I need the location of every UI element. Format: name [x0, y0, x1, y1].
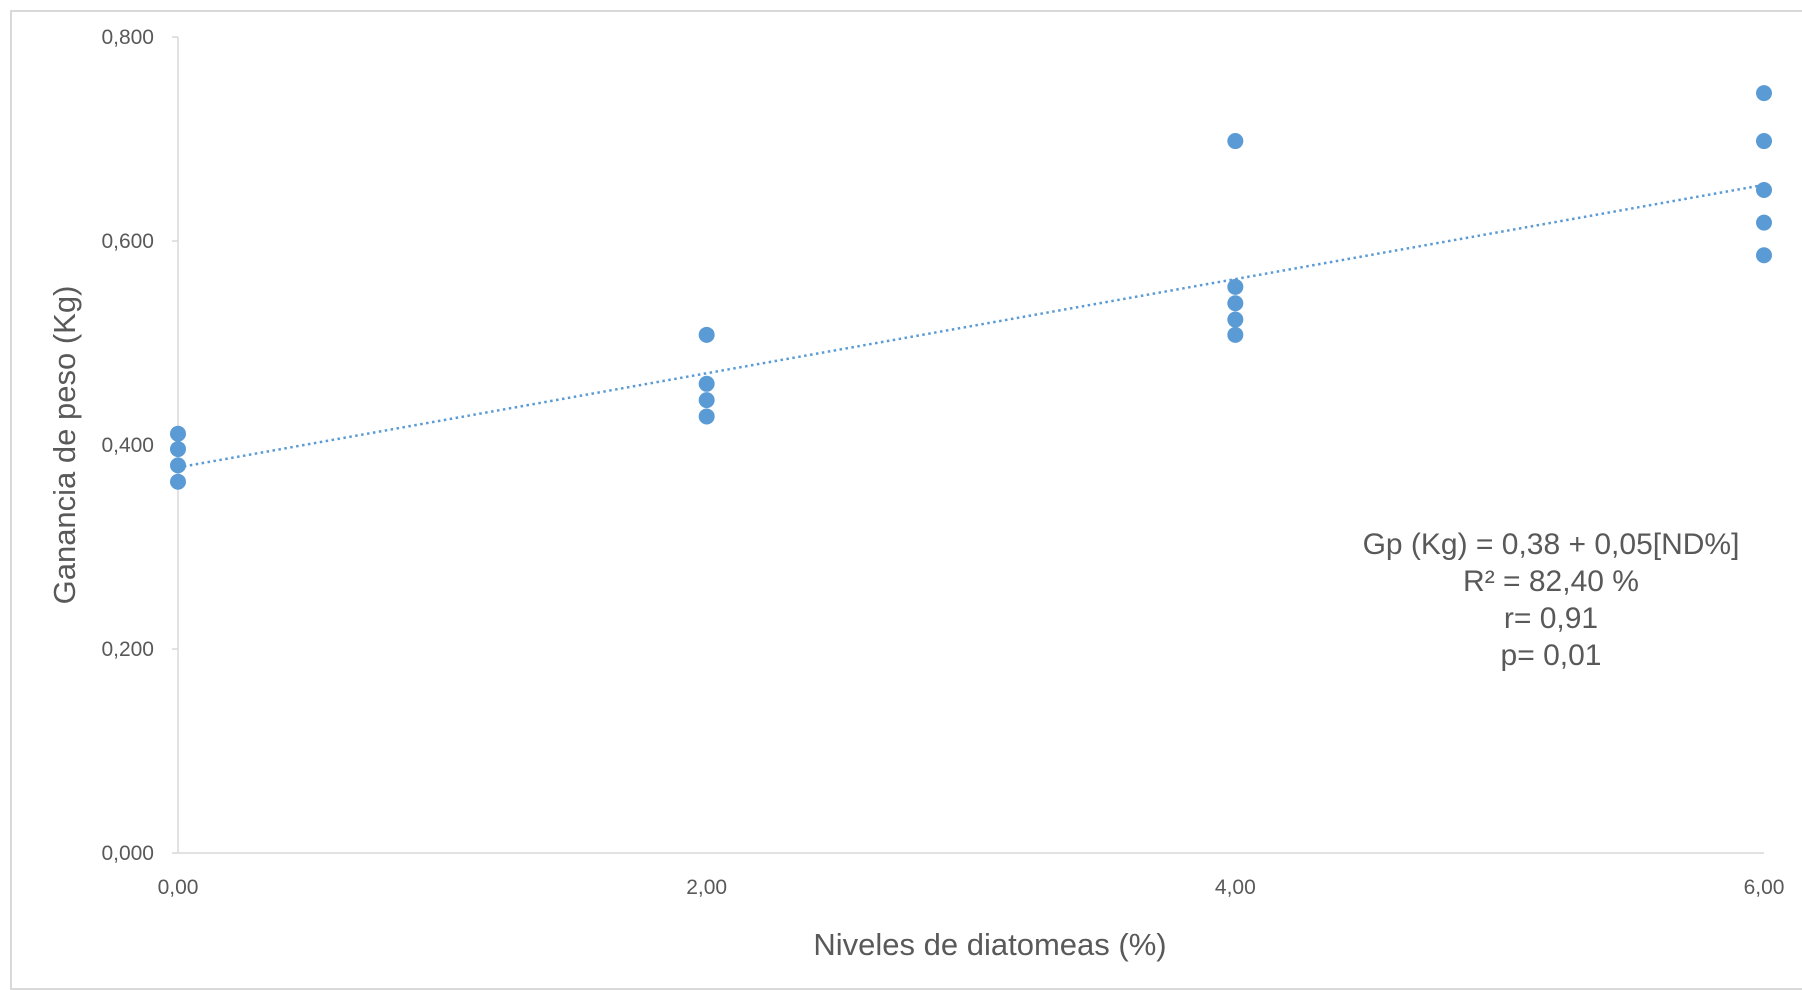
data-point	[170, 473, 186, 490]
data-point	[170, 425, 186, 442]
data-point	[1756, 133, 1772, 150]
data-point	[698, 408, 715, 425]
data-point	[1227, 311, 1244, 328]
tick-labels: 0,000 0,200 0,400 0,600 0,800 0,00 2,00 4,00 6,0…	[101, 26, 1784, 899]
y-tick-label: 0,200	[101, 638, 154, 661]
x-tick-label: 6,00	[1744, 876, 1785, 899]
scatter-chart: 0,000 0,200 0,400 0,600 0,800 0,00 2,00 4,00 6,0…	[47, 26, 1784, 962]
y-tick-label: 0,600	[101, 230, 154, 253]
annotation-p: p= 0,01	[1501, 639, 1602, 672]
data-point	[170, 457, 186, 474]
data-point	[1756, 247, 1772, 264]
data-point	[698, 326, 715, 343]
trendline	[177, 183, 1765, 469]
data-point	[698, 392, 715, 409]
data-point	[1227, 278, 1244, 295]
data-point	[1756, 182, 1772, 198]
data-point	[1227, 295, 1244, 312]
y-axis-title: Ganancia de peso (Kg)	[47, 286, 82, 605]
data-points	[170, 85, 1772, 490]
trendline-layer	[177, 183, 1765, 469]
y-tick-label: 0,800	[101, 26, 154, 49]
data-point	[1227, 133, 1244, 150]
x-tick-label: 2,00	[686, 876, 727, 899]
y-tick-label: 0,400	[101, 434, 154, 457]
annotation-r: r= 0,91	[1504, 602, 1598, 635]
x-axis-title: Niveles de diatomeas (%)	[813, 927, 1166, 962]
data-point	[170, 441, 186, 458]
chart-frame	[10, 10, 1802, 990]
regression-annotation: Gp (Kg) = 0,38 + 0,05[ND%] R² = 82,40 % …	[1363, 528, 1740, 672]
annotation-equation: Gp (Kg) = 0,38 + 0,05[ND%]	[1363, 528, 1740, 561]
y-tick-label: 0,000	[101, 842, 154, 865]
x-tick-label: 4,00	[1215, 876, 1256, 899]
axes	[172, 36, 1764, 854]
data-point	[1756, 214, 1772, 231]
x-tick-label: 0,00	[158, 876, 199, 899]
annotation-r-squared: R² = 82,40 %	[1463, 565, 1639, 598]
data-point	[1756, 85, 1772, 102]
data-point	[698, 375, 715, 392]
data-point	[1227, 326, 1244, 343]
